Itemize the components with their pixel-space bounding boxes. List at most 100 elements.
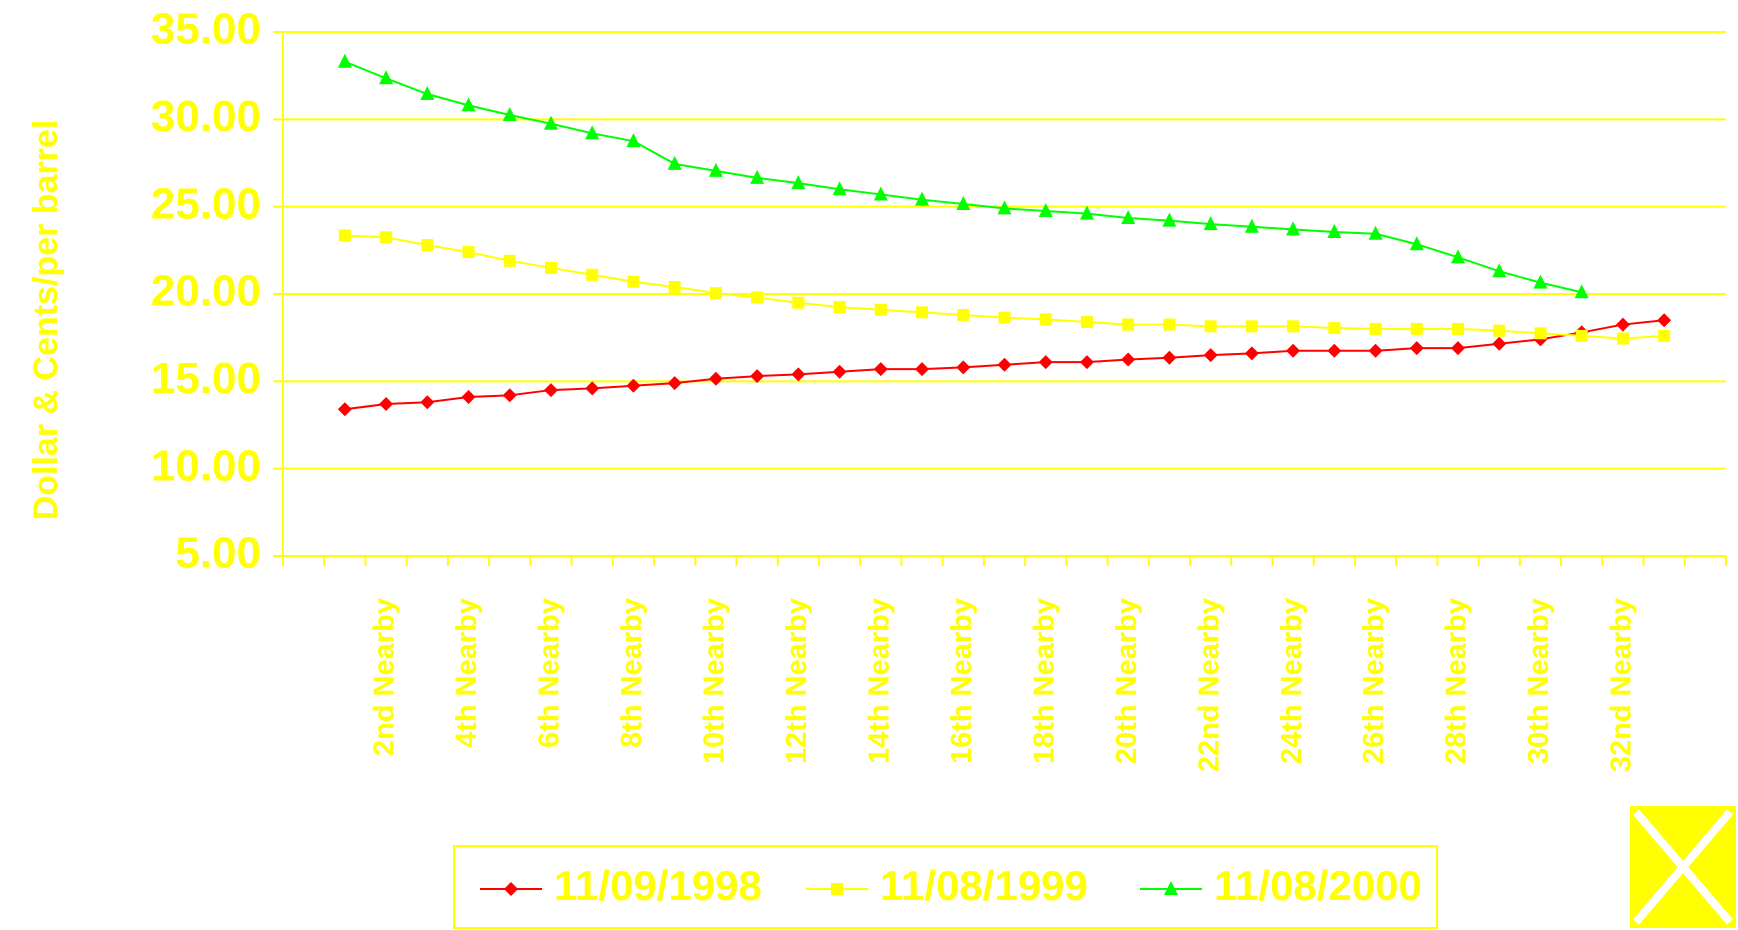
point <box>337 402 352 417</box>
point <box>915 191 930 206</box>
x-tick-label: 18th Nearby <box>1028 598 1060 764</box>
point <box>1451 341 1466 356</box>
point <box>1079 205 1094 220</box>
series-line <box>344 60 1582 294</box>
x-tick-label: 20th Nearby <box>1111 598 1143 764</box>
point <box>1079 355 1094 370</box>
point <box>420 86 435 101</box>
x-tick-label: 6th Nearby <box>534 598 566 748</box>
point <box>1162 212 1177 227</box>
point <box>668 281 681 294</box>
point <box>626 378 641 393</box>
point <box>873 186 888 201</box>
legend-label: 11/08/1999 <box>880 862 1088 909</box>
point <box>1287 320 1300 333</box>
y-tick-label: 15.00 <box>151 354 261 403</box>
point <box>708 371 723 386</box>
x-tick-label: 26th Nearby <box>1358 598 1390 764</box>
y-tick-label: 30.00 <box>151 92 261 141</box>
y-tick-label: 25.00 <box>151 179 261 228</box>
x-tick-label: 16th Nearby <box>946 598 978 764</box>
point <box>1492 336 1507 351</box>
x-tick-label: 8th Nearby <box>616 598 648 748</box>
point <box>544 261 557 274</box>
point <box>792 296 805 309</box>
y-tick-label: 10.00 <box>151 441 261 490</box>
x-tick-label: 14th Nearby <box>863 598 895 764</box>
point <box>1244 218 1259 233</box>
point <box>1286 343 1301 358</box>
point <box>1038 203 1053 218</box>
y-tick-label: 5.00 <box>175 529 261 578</box>
legend-marker <box>504 882 518 896</box>
point <box>586 268 599 281</box>
point <box>751 291 764 304</box>
point <box>337 53 352 68</box>
point <box>667 376 682 391</box>
point <box>832 181 847 196</box>
point <box>1245 320 1258 333</box>
point <box>832 364 847 379</box>
point <box>1122 318 1135 331</box>
legend-marker <box>1164 881 1178 895</box>
point <box>1492 263 1507 278</box>
point <box>667 155 682 170</box>
point <box>543 383 558 398</box>
point <box>750 169 765 184</box>
point <box>420 395 435 410</box>
y-axis-label: Dollar & Cents/per barrel <box>27 120 65 521</box>
point <box>1286 221 1301 236</box>
point <box>956 196 971 211</box>
point <box>916 306 929 319</box>
point <box>1121 352 1136 367</box>
logo-stroke <box>1632 809 1734 925</box>
legend-marker <box>831 883 843 895</box>
point <box>1615 317 1630 332</box>
point <box>585 125 600 140</box>
point <box>380 231 393 244</box>
x-tick-label: 30th Nearby <box>1523 598 1555 764</box>
y-tick-label: 35.00 <box>151 5 261 54</box>
point <box>997 357 1012 372</box>
point <box>461 390 476 405</box>
point <box>1203 216 1218 231</box>
point <box>1575 329 1588 342</box>
point <box>1369 322 1382 335</box>
point <box>1368 343 1383 358</box>
point <box>750 369 765 384</box>
point <box>1080 315 1093 328</box>
point <box>502 106 517 121</box>
point <box>956 360 971 375</box>
point <box>708 162 723 177</box>
y-tick-label: 20.00 <box>151 267 261 316</box>
point <box>1410 322 1423 335</box>
point <box>379 70 394 85</box>
point <box>791 367 806 382</box>
point <box>585 381 600 396</box>
point <box>1328 322 1341 335</box>
point <box>1121 210 1136 225</box>
point <box>1409 236 1424 251</box>
point <box>626 133 641 148</box>
x-tick-label: 10th Nearby <box>699 598 731 764</box>
point <box>1368 225 1383 240</box>
point <box>997 200 1012 215</box>
point <box>1203 348 1218 363</box>
point <box>833 301 846 314</box>
point <box>1493 324 1506 337</box>
point <box>1616 332 1629 345</box>
point <box>998 311 1011 324</box>
point <box>1451 249 1466 264</box>
x-tick-label: 22nd Nearby <box>1193 598 1225 772</box>
point <box>873 362 888 377</box>
point <box>1409 341 1424 356</box>
point <box>503 254 516 267</box>
point <box>1327 343 1342 358</box>
point <box>915 362 930 377</box>
point <box>1327 223 1342 238</box>
point <box>1534 327 1547 340</box>
legend-box <box>453 845 1438 929</box>
point <box>1533 274 1548 289</box>
legend-label: 11/09/1998 <box>554 862 762 909</box>
